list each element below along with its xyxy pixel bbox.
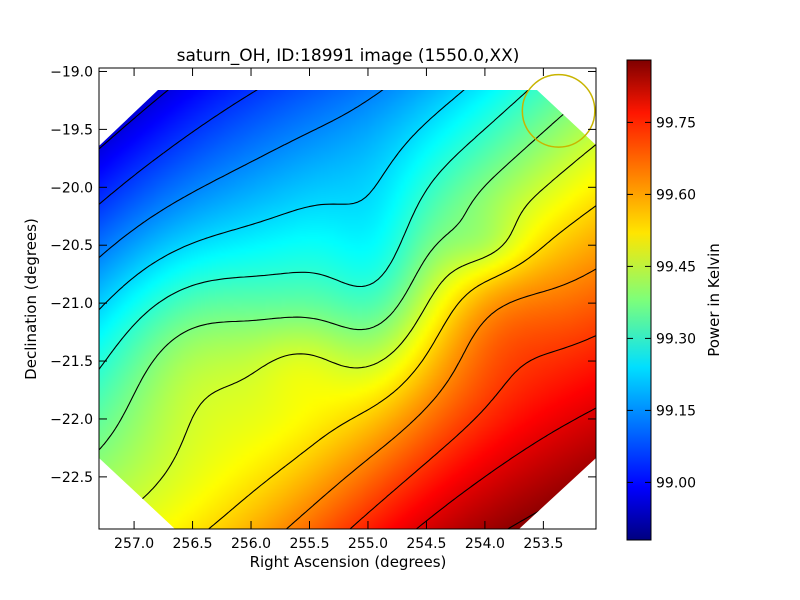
y-tick-label: −21.5: [50, 354, 93, 370]
contour-lines: [99, 90, 596, 529]
colorbar-tick-label: 99.60: [656, 187, 696, 203]
x-tick-label: 254.0: [465, 536, 505, 552]
heatmap-image: [99, 90, 596, 529]
x-tick-label: 257.0: [114, 536, 154, 552]
y-tick-label: −20.0: [50, 180, 93, 196]
beam-circle: [521, 73, 596, 148]
y-axis-label: Declination (degrees): [22, 218, 40, 380]
chart-title: saturn_OH, ID:18991 image (1550.0,XX): [177, 46, 520, 66]
y-axis-ticks: −19.0 −19.5 −20.0 −20.5 −21.0 −21.5 −22.0 −22.5: [50, 64, 596, 486]
colorbar-tick-label: 99.30: [656, 331, 696, 347]
plot-area: [99, 73, 596, 529]
x-tick-label: 256.0: [231, 536, 271, 552]
plot-frame: [98, 67, 597, 530]
contour-line: [99, 90, 596, 451]
colorbar-tick-label: 99.75: [656, 115, 696, 131]
x-axis-label: Right Ascension (degrees): [250, 553, 447, 571]
x-tick-label: 255.5: [289, 536, 329, 552]
colorbar-tick-label: 99.00: [656, 475, 696, 491]
contour-line: [99, 90, 491, 311]
y-tick-label: −20.5: [50, 238, 93, 254]
x-axis-ticks: 257.0 256.5 256.0 255.5 255.0 254.5 254.0 253.5: [114, 68, 563, 552]
colorbar-tick-label: 99.15: [656, 403, 696, 419]
contour-line: [99, 90, 414, 259]
y-tick-label: −19.0: [50, 64, 93, 80]
contour-line: [349, 335, 596, 529]
y-tick-label: −21.0: [50, 296, 93, 312]
contour-line: [99, 90, 295, 205]
contour-line: [415, 407, 596, 529]
y-tick-label: −22.0: [50, 412, 93, 428]
colorbar-ticks: 99.00 99.15 99.30 99.45 99.60 99.75: [627, 115, 696, 491]
x-tick-label: 253.5: [523, 536, 563, 552]
x-tick-label: 254.5: [406, 536, 446, 552]
contour-line: [99, 90, 196, 150]
colorbar-tick-label: 99.45: [656, 259, 696, 275]
y-tick-label: −19.5: [50, 122, 93, 138]
colorbar-label: Power in Kelvin: [705, 243, 723, 357]
x-tick-label: 255.0: [348, 536, 388, 552]
contour-line: [286, 268, 596, 529]
colorbar: [626, 59, 652, 541]
x-tick-label: 256.5: [173, 536, 213, 552]
contour-line: [99, 90, 553, 370]
contour-line: [208, 205, 596, 529]
y-tick-label: −22.5: [50, 470, 93, 486]
